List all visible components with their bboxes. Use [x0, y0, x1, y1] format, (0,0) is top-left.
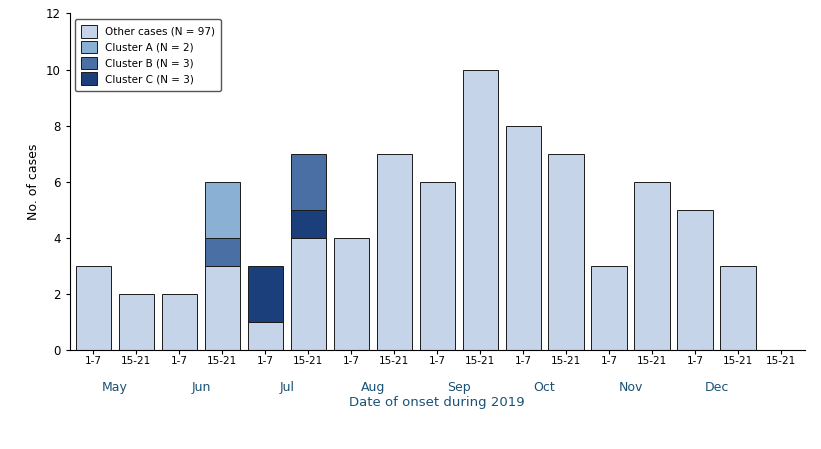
Bar: [119, 294, 154, 350]
Bar: [204, 238, 240, 266]
Text: May: May: [102, 381, 128, 393]
Bar: [677, 210, 713, 350]
Bar: [720, 266, 755, 350]
Bar: [204, 182, 240, 238]
Text: Jun: Jun: [191, 381, 210, 393]
Text: Aug: Aug: [360, 381, 385, 393]
Bar: [462, 70, 498, 350]
Bar: [248, 266, 283, 322]
Text: Dec: Dec: [704, 381, 729, 393]
Bar: [76, 266, 111, 350]
Bar: [420, 182, 455, 350]
Bar: [591, 266, 626, 350]
Bar: [291, 154, 326, 210]
Text: Oct: Oct: [534, 381, 556, 393]
Bar: [291, 238, 326, 350]
Bar: [204, 266, 240, 350]
Y-axis label: No. of cases: No. of cases: [27, 144, 40, 220]
Bar: [635, 182, 670, 350]
Text: Sep: Sep: [447, 381, 470, 393]
Bar: [291, 210, 326, 238]
Bar: [506, 126, 541, 350]
Bar: [162, 294, 197, 350]
Legend: Other cases (N = 97), Cluster A (N = 2), Cluster B (N = 3), Cluster C (N = 3): Other cases (N = 97), Cluster A (N = 2),…: [75, 19, 222, 92]
Bar: [377, 154, 412, 350]
Text: Nov: Nov: [618, 381, 643, 393]
X-axis label: Date of onset during 2019: Date of onset during 2019: [350, 396, 525, 409]
Bar: [248, 322, 283, 350]
Bar: [548, 154, 584, 350]
Bar: [333, 238, 369, 350]
Text: Jul: Jul: [279, 381, 294, 393]
